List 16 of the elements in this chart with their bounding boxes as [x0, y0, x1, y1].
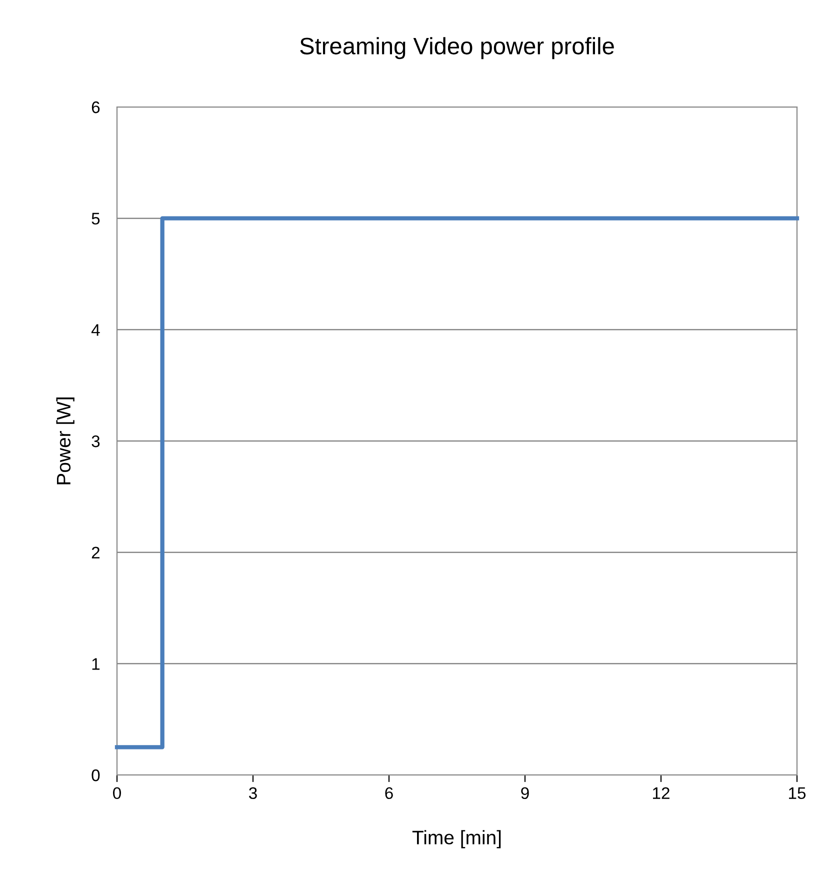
x-tick-label: 15 — [789, 787, 806, 800]
x-tick-label: 0 — [113, 787, 121, 800]
y-tick-label: 5 — [92, 212, 100, 225]
chart-title: Streaming Video power profile — [300, 37, 614, 60]
y-axis-title: Power [W] — [56, 398, 74, 484]
y-tick-label: 4 — [91, 324, 100, 336]
x-tick-label: 12 — [653, 787, 670, 799]
x-tick-label: 9 — [521, 787, 529, 800]
y-tick-label: 0 — [92, 769, 100, 782]
y-tick-label: 6 — [92, 101, 100, 114]
x-tick-label: 3 — [249, 787, 257, 800]
x-axis-title: Time [min] — [412, 830, 501, 848]
y-tick-label: 3 — [92, 435, 100, 448]
x-tick-label: 6 — [385, 787, 393, 800]
y-tick-label: 1 — [92, 658, 100, 670]
y-tick-label: 2 — [92, 546, 100, 558]
